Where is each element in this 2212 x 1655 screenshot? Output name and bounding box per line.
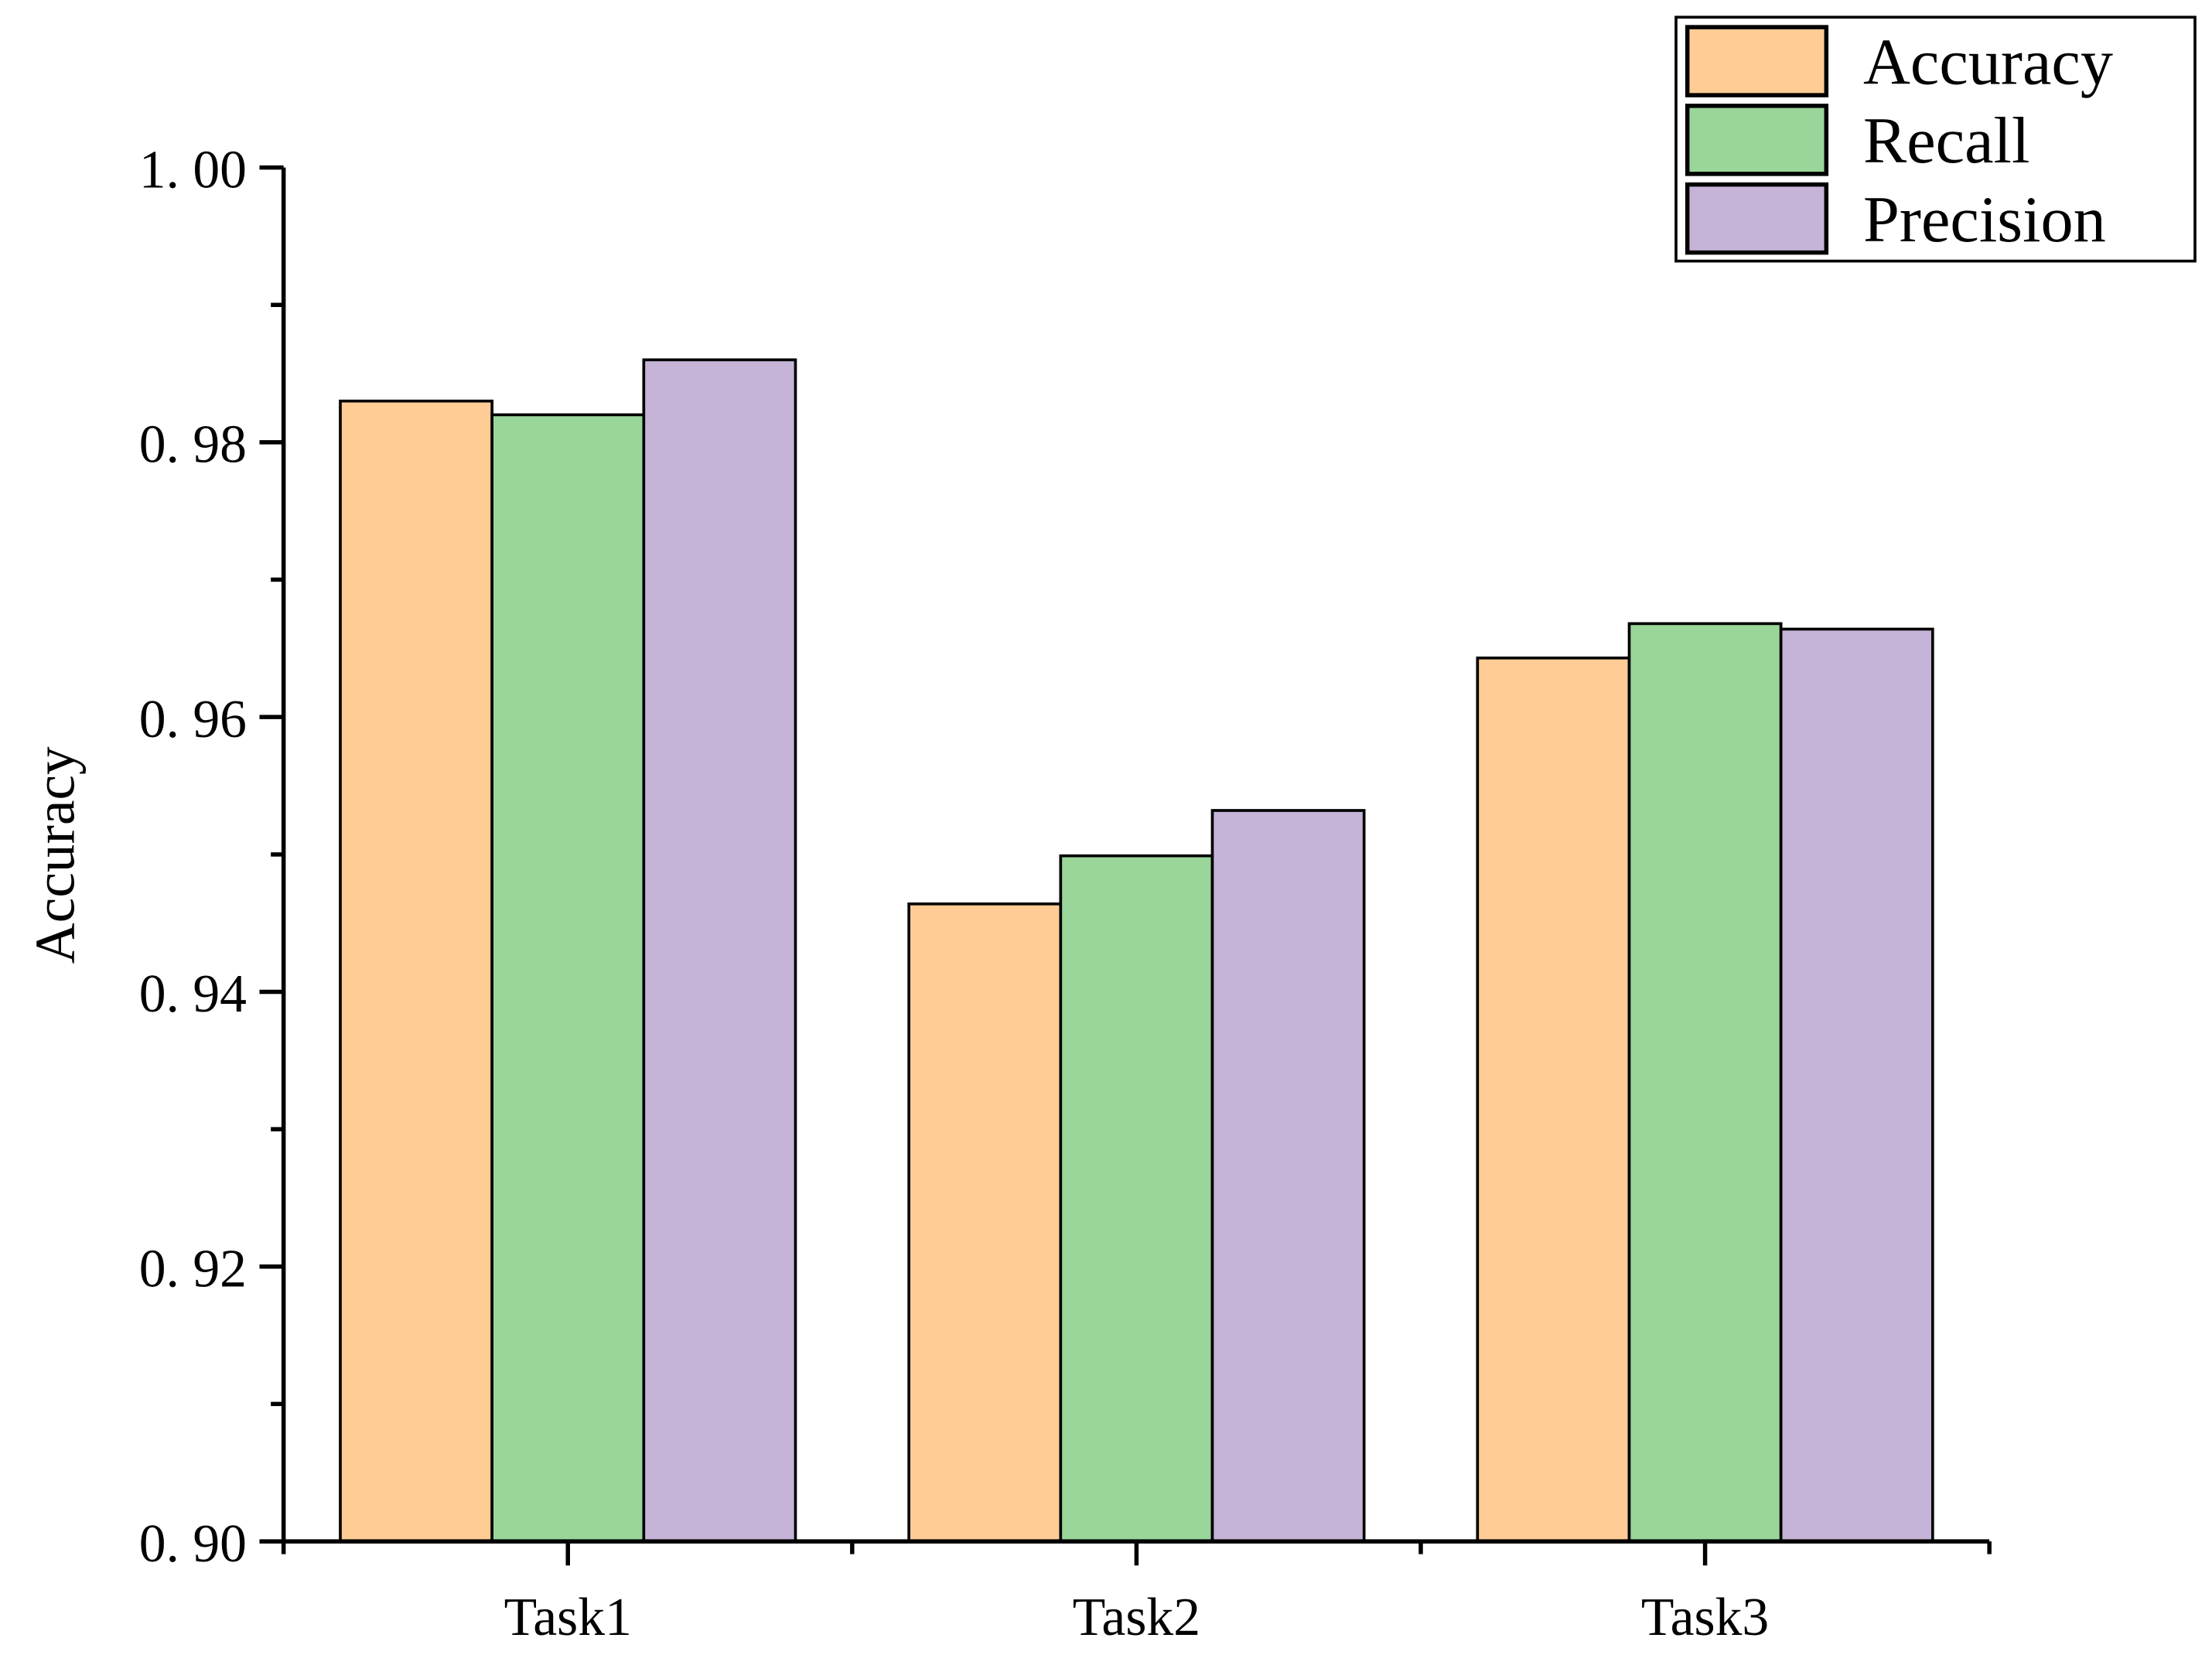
bar-precision-task3: [1779, 627, 1934, 1543]
legend-swatch-recall: [1685, 104, 1829, 176]
y-tick-label: 0. 94: [139, 964, 247, 1024]
y-tick-label: 0. 96: [139, 690, 247, 749]
y-tick-label: 0. 90: [139, 1514, 247, 1574]
bar-precision-task2: [1210, 809, 1366, 1543]
bar-recall-task1: [490, 413, 646, 1543]
legend-label-recall: Recall: [1863, 105, 2029, 177]
legend-label-precision: Precision: [1863, 184, 2106, 256]
legend-label-accuracy: Accuracy: [1863, 26, 2113, 98]
bar-accuracy-task3: [1476, 656, 1631, 1543]
bar-accuracy-task2: [907, 902, 1063, 1543]
bar-precision-task1: [642, 358, 797, 1543]
bar-recall-task3: [1627, 622, 1783, 1543]
y-axis-label: Accuracy: [23, 746, 86, 964]
bar-recall-task2: [1059, 854, 1214, 1543]
bar-accuracy-task1: [339, 399, 493, 1543]
x-tick-label: Task1: [504, 1588, 632, 1647]
x-tick-label: Task2: [1073, 1588, 1200, 1647]
axes-layer: Task1 Task2 Task3 0. 90 0. 92 0. 94 0. 96 0. 98…: [139, 140, 1992, 1647]
x-tick-label: Task3: [1641, 1588, 1769, 1647]
legend-swatch-precision: [1685, 182, 1829, 255]
y-tick-label: 0. 98: [139, 415, 247, 475]
legend-swatch-accuracy: [1685, 25, 1829, 97]
bars-layer: [339, 358, 1934, 1543]
y-tick-label: 1. 00: [139, 140, 247, 200]
y-tick-label: 0. 92: [139, 1239, 247, 1298]
